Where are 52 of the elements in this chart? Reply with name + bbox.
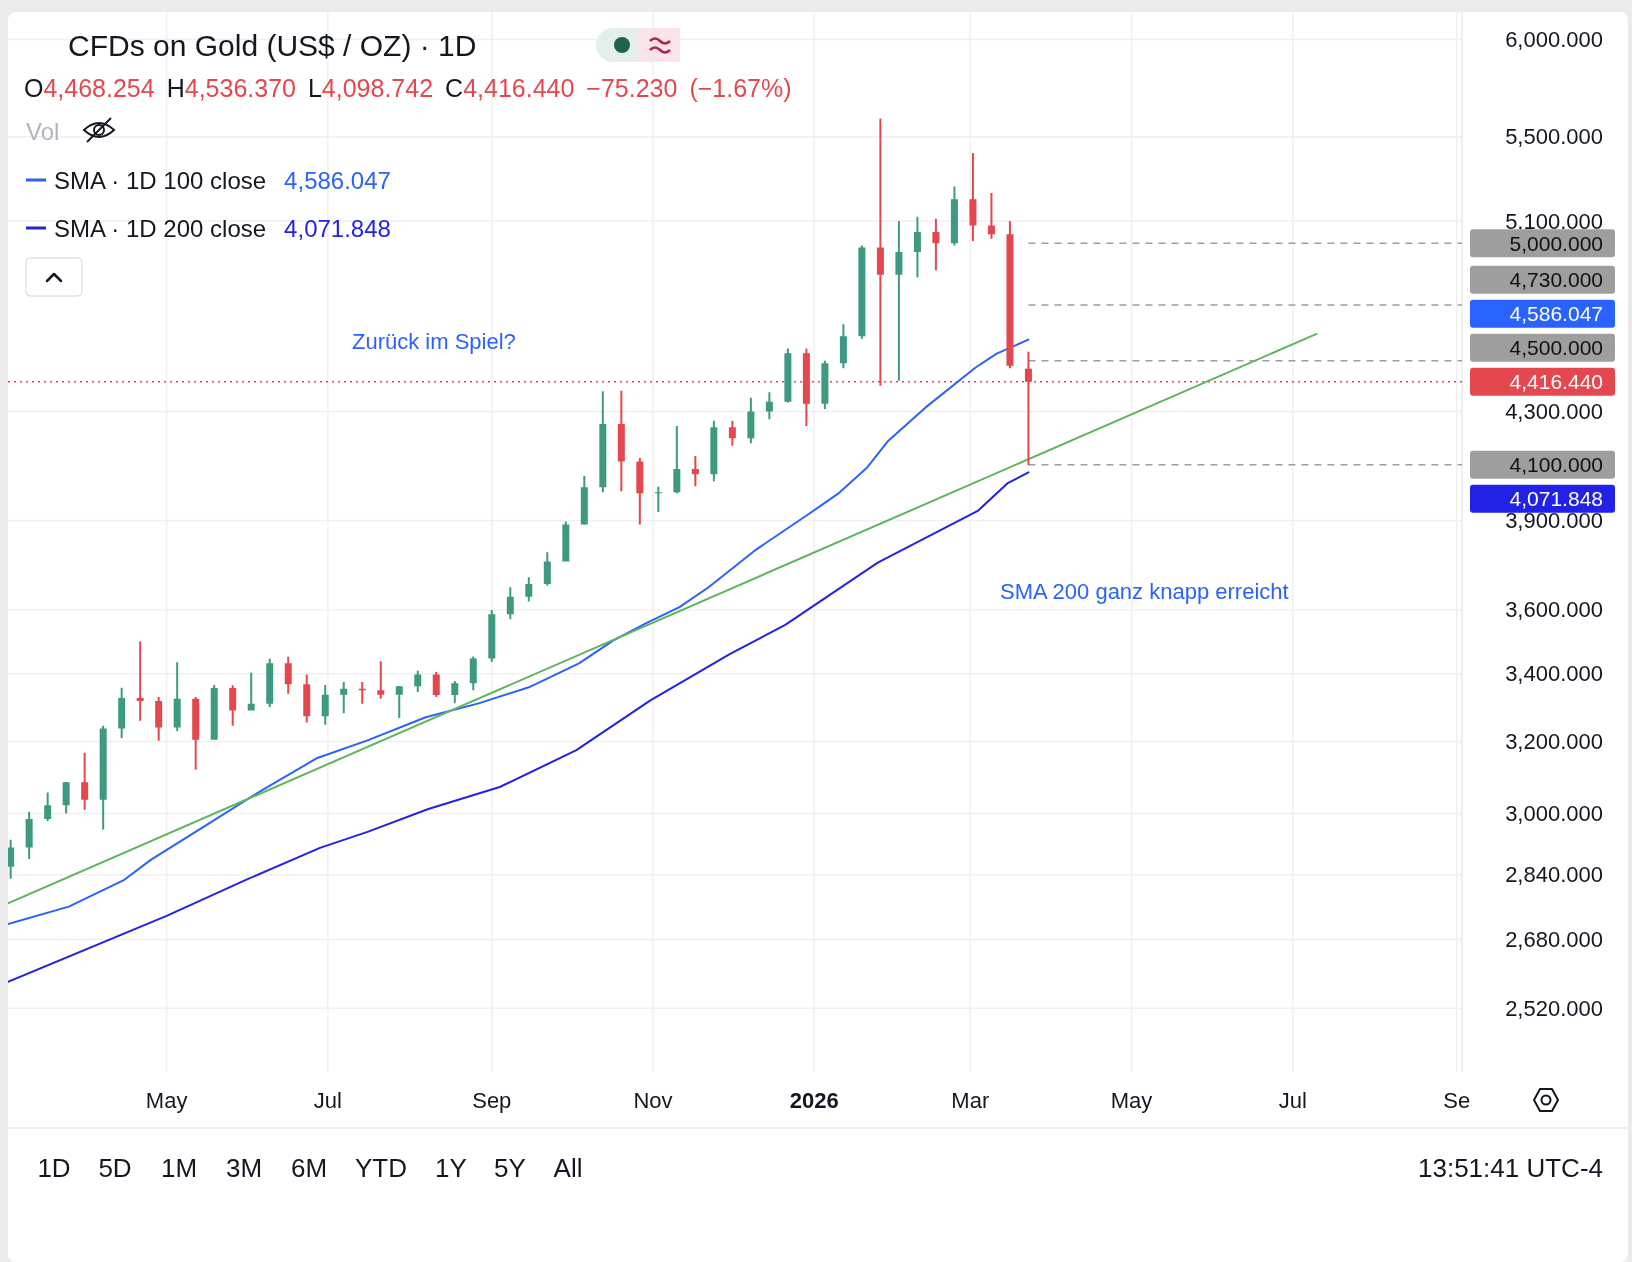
x-tick-label: Mar <box>951 1087 990 1113</box>
x-tick-label: Jul <box>313 1087 342 1113</box>
text: 5D <box>98 1153 132 1183</box>
text: 13:51:41 UTC-4 <box>1418 1153 1603 1183</box>
x-tick-label: Jul <box>1278 1087 1307 1113</box>
text: CFDs on Gold (US$ / OZ) · 1D <box>68 28 477 62</box>
ref-line-label: 4,730.000 <box>1509 268 1603 292</box>
candlestick <box>377 661 385 699</box>
annotation: 4,071.848 <box>284 214 391 242</box>
y-tick-label: 3,400.000 <box>1505 661 1603 687</box>
y-tick-label: 5,100.000 <box>1505 208 1603 234</box>
legend-label: SMA · 1D 100 close <box>54 166 267 194</box>
candlestick <box>654 486 662 513</box>
y-tick-label: 5,500.000 <box>1505 124 1603 150</box>
text: 3M <box>225 1153 263 1183</box>
annotation: Zurück im Spiel? <box>352 328 516 354</box>
x-tick-label: Sep <box>472 1087 512 1113</box>
x-tick-label: May <box>1110 1087 1153 1113</box>
text: 5Y <box>494 1153 526 1183</box>
ref-line-label: 4,416.440 <box>1509 370 1603 394</box>
legend-label: SMA · 1D 200 close <box>54 214 267 242</box>
text: O4,468.254 H4,536.370 L4,098.742 C4,416.440 −75.230 (−1.67%) <box>24 74 792 102</box>
candlestick <box>987 192 995 239</box>
y-tick-label: 2,680.000 <box>1505 926 1603 952</box>
text: 1D <box>37 1153 71 1183</box>
ref-line-label: 4,100.000 <box>1509 453 1603 477</box>
candlestick <box>895 221 903 381</box>
y-tick-label: 4,300.000 <box>1505 399 1603 425</box>
candlestick <box>136 641 144 721</box>
text: YTD <box>355 1153 407 1183</box>
ref-line-label: 5,000.000 <box>1509 231 1603 255</box>
x-tick-label: 2026 <box>789 1087 839 1113</box>
text: 1M <box>160 1153 198 1183</box>
text: All <box>553 1153 583 1183</box>
text: 4,071.848 <box>1509 487 1603 511</box>
y-tick-label: 3,200.000 <box>1505 728 1603 754</box>
x-tick-label: Se <box>1443 1087 1471 1113</box>
y-tick-label: 3,900.000 <box>1505 508 1603 534</box>
ref-line-label: 4,500.000 <box>1509 336 1603 360</box>
y-tick-label: 3,000.000 <box>1505 801 1603 827</box>
y-tick-label: 2,840.000 <box>1505 862 1603 888</box>
y-tick-label: 2,520.000 <box>1505 995 1603 1021</box>
x-tick-label: May <box>145 1087 188 1113</box>
annotation: 4,586.047 <box>284 166 391 194</box>
text: 4,586.047 <box>1509 302 1603 326</box>
text: 1Y <box>435 1153 467 1183</box>
x-tick-label: Nov <box>633 1087 673 1113</box>
annotation: SMA 200 ganz knapp erreicht <box>1000 578 1289 604</box>
y-tick-label: 6,000.000 <box>1505 27 1603 53</box>
y-tick-label: 3,600.000 <box>1505 597 1603 623</box>
text: 6M <box>290 1153 328 1183</box>
annotation: Vol <box>26 117 60 145</box>
